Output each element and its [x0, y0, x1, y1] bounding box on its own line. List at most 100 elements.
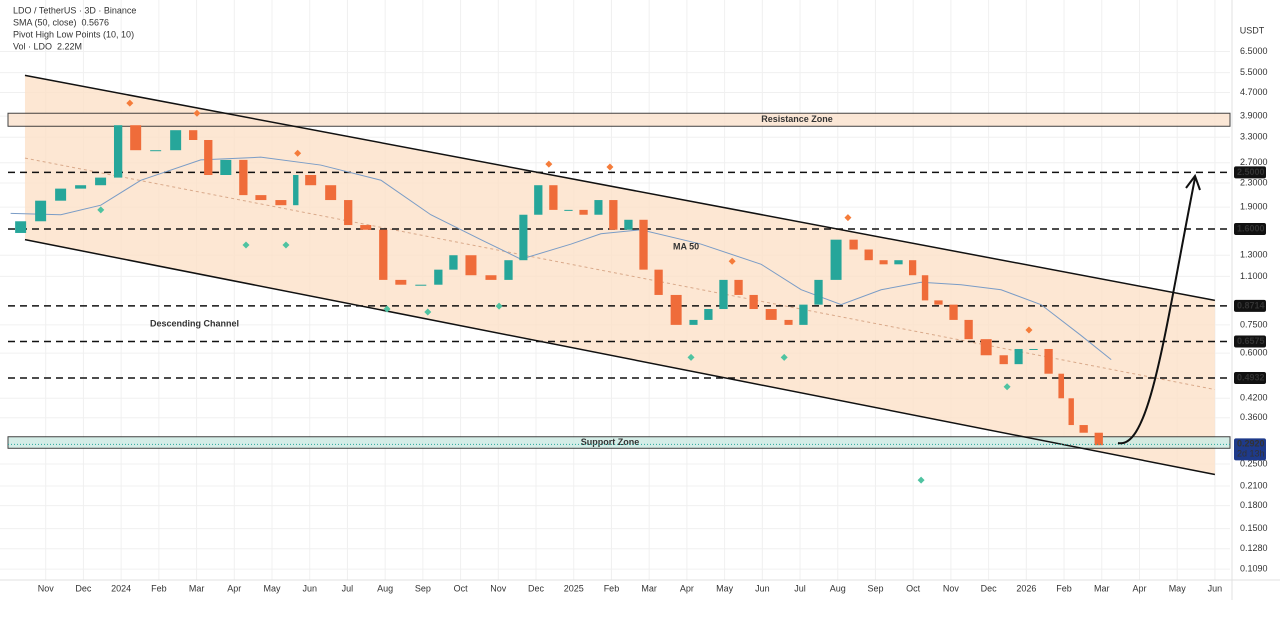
legend-value: 2.22M	[57, 41, 82, 51]
candle	[1094, 432, 1103, 446]
legend-label: Pivot High Low Points (10, 10)	[13, 29, 134, 39]
candle	[220, 159, 232, 175]
candle	[1014, 348, 1023, 365]
y-tick-label: 6.5000	[1240, 46, 1268, 56]
legend-label: Vol · LDO	[13, 41, 52, 51]
candle	[921, 275, 929, 301]
candle	[275, 200, 287, 206]
candle	[170, 130, 182, 151]
y-tick-label: 2.3000	[1240, 177, 1268, 187]
pivot-high	[193, 109, 201, 117]
y-tick-label: 3.3000	[1240, 132, 1268, 142]
candle	[949, 304, 958, 320]
pivot-low	[282, 241, 290, 249]
candle	[293, 174, 299, 206]
candle	[670, 294, 682, 325]
candle	[1029, 348, 1038, 350]
candle	[799, 304, 808, 325]
channel-fill	[24, 75, 1215, 475]
x-tick-label: Oct	[454, 583, 469, 593]
candle	[449, 255, 458, 270]
level-label: 0.4932	[1237, 372, 1265, 382]
candle	[980, 339, 992, 356]
candle	[465, 255, 477, 276]
x-tick-label: 2026	[1016, 583, 1036, 593]
candle	[765, 309, 777, 320]
x-tick-label: May	[1169, 583, 1187, 593]
current-price-label: 0.2920	[1237, 439, 1265, 449]
y-tick-label: 0.2500	[1240, 458, 1268, 468]
channel-label: Descending Channel	[150, 318, 239, 328]
zone	[7, 436, 1231, 449]
legend-value: 0.5676	[82, 17, 110, 27]
pivot-low	[1003, 383, 1011, 391]
pivot-low	[424, 308, 432, 316]
candle	[1068, 398, 1074, 426]
y-tick-label: 0.4200	[1240, 393, 1268, 403]
x-tick-label: 2025	[564, 583, 584, 593]
y-tick-label: 0.1280	[1240, 543, 1268, 553]
level-tag	[1234, 222, 1266, 235]
candle	[344, 200, 353, 226]
channel-line	[24, 74, 1216, 302]
x-tick-label: Mar	[1094, 583, 1110, 593]
x-tick-label: Mar	[641, 583, 657, 593]
pivot-high	[1025, 326, 1033, 334]
x-tick-label: Mar	[189, 583, 205, 593]
x-tick-label: Aug	[377, 583, 393, 593]
y-tick-label: 0.6000	[1240, 348, 1268, 358]
candle	[749, 294, 758, 310]
candle	[964, 319, 973, 340]
x-tick-label: Apr	[227, 583, 241, 593]
chart-title: LDO / TetherUS · 3D · Binance	[13, 5, 136, 15]
y-tick-label: 0.1800	[1240, 500, 1268, 510]
y-tick-label: 5.5000	[1240, 67, 1268, 77]
unit-label: USDT	[1240, 25, 1265, 35]
x-tick-label: Dec	[981, 583, 998, 593]
level-tag	[1234, 371, 1266, 384]
level-label: 1.6000	[1237, 223, 1265, 233]
candle	[734, 279, 743, 295]
candle	[579, 209, 588, 215]
y-tick-label: 0.1500	[1240, 523, 1268, 533]
candle	[239, 159, 248, 196]
pivot-high	[606, 163, 614, 171]
pivot-low	[687, 353, 695, 361]
current-price-tag	[1234, 438, 1266, 461]
candle	[564, 209, 573, 211]
x-tick-label: Jul	[794, 583, 806, 593]
countdown-label: 2d 13h	[1237, 449, 1265, 459]
y-tick-label: 2.7000	[1240, 157, 1268, 167]
candle	[849, 239, 858, 250]
candle	[814, 279, 823, 305]
ma-label: MA 50	[673, 241, 699, 251]
candle	[719, 279, 728, 310]
candle	[204, 139, 213, 175]
x-tick-label: Sep	[415, 583, 431, 593]
x-tick-label: Jul	[342, 583, 354, 593]
candle	[434, 269, 443, 285]
candle	[504, 260, 513, 280]
candle	[704, 309, 713, 320]
y-tick-label: 0.3600	[1240, 412, 1268, 422]
candle	[534, 185, 543, 215]
x-tick-label: Aug	[830, 583, 846, 593]
candle	[15, 221, 27, 233]
candle	[415, 284, 427, 286]
x-tick-label: Apr	[680, 583, 694, 593]
level-label: 0.6575	[1237, 336, 1265, 346]
candle	[519, 214, 528, 261]
candle	[75, 185, 87, 189]
pivot-high	[294, 149, 302, 157]
candle	[624, 219, 633, 230]
x-tick-label: Nov	[943, 583, 960, 593]
candle	[894, 260, 903, 265]
y-tick-label: 1.3000	[1240, 250, 1268, 260]
x-tick-label: Dec	[528, 583, 545, 593]
zone-label: Resistance Zone	[761, 114, 833, 124]
candle	[360, 225, 372, 230]
x-tick-label: Dec	[75, 583, 92, 593]
candle	[113, 125, 123, 178]
candle	[35, 200, 47, 222]
